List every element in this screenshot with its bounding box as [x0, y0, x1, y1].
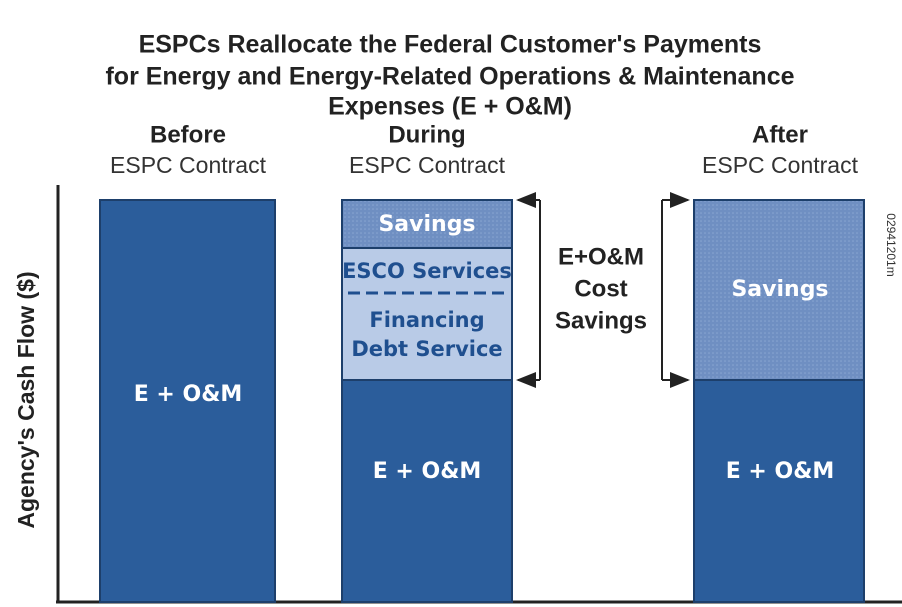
- segment-label: Financing: [369, 308, 484, 332]
- bar-segment: [341, 247, 513, 381]
- bar-segment: [341, 199, 513, 249]
- column-subheader: ESPC Contract: [702, 152, 859, 178]
- bracket-label: Savings: [555, 307, 647, 334]
- bar-segment: [99, 199, 276, 603]
- title-line: ESPCs Reallocate the Federal Customer's …: [139, 31, 762, 59]
- column-header: After: [752, 121, 808, 148]
- y-axis-label: Agency's Cash Flow ($): [13, 271, 39, 528]
- segment-label: E + O&M: [134, 382, 243, 407]
- bracket-label: Cost: [574, 275, 627, 302]
- column-subheader: ESPC Contract: [349, 152, 506, 178]
- figure-id: 02941201m: [884, 213, 898, 276]
- bar-segment: [341, 379, 513, 603]
- title-line: Expenses (E + O&M): [328, 93, 572, 121]
- column-subheader: ESPC Contract: [110, 152, 267, 178]
- segment-label: Savings: [378, 212, 475, 237]
- segment-label: E + O&M: [373, 459, 482, 484]
- segment-label: ESCO Services: [342, 259, 512, 283]
- segment-label: Debt Service: [351, 337, 502, 361]
- bracket: [516, 192, 690, 388]
- column-header: During: [388, 121, 465, 148]
- bracket-label: E+O&M: [558, 243, 644, 270]
- segment-label: Savings: [731, 277, 828, 302]
- bar-segment: [693, 199, 865, 381]
- column-header: Before: [150, 121, 226, 148]
- title-line: for Energy and Energy-Related Operations…: [105, 63, 794, 91]
- segment-label: E + O&M: [726, 459, 835, 484]
- bar-segment: [693, 379, 865, 603]
